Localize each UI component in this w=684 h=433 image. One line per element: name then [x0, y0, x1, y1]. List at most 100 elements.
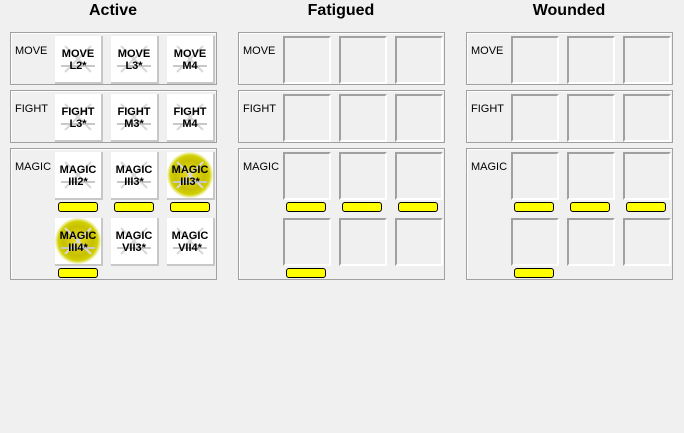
chit-lines	[61, 227, 95, 255]
empty-slot[interactable]	[567, 152, 615, 200]
empty-slot[interactable]	[395, 218, 443, 266]
chit-action: MAGIC	[59, 230, 97, 242]
group-label: FIGHT	[243, 103, 276, 115]
column-title-active: Active	[88, 2, 138, 19]
chit-card[interactable]: FIGHT L3*	[55, 94, 103, 142]
chit-lines	[117, 45, 151, 73]
empty-slot[interactable]	[511, 152, 559, 200]
chit-action: FIGHT	[61, 106, 95, 118]
chit-lines	[117, 103, 151, 131]
chit-card[interactable]: FIGHT M3*	[111, 94, 159, 142]
chit-card[interactable]: MOVE L2*	[55, 36, 103, 84]
empty-slot[interactable]	[339, 218, 387, 266]
chit-action: MOVE	[61, 48, 95, 60]
magic-color-bar	[514, 268, 554, 278]
group-magic: MAGIC	[238, 148, 445, 280]
chit-lines	[61, 103, 95, 131]
group-label: FIGHT	[471, 103, 504, 115]
group-move: MOVE	[10, 32, 217, 85]
empty-slot[interactable]	[283, 36, 331, 84]
empty-slot[interactable]	[623, 36, 671, 84]
empty-slot[interactable]	[511, 36, 559, 84]
magic-color-bar	[58, 202, 98, 212]
magic-color-bar	[514, 202, 554, 212]
chit-lines	[61, 45, 95, 73]
empty-slot[interactable]	[511, 218, 559, 266]
empty-slot[interactable]	[567, 94, 615, 142]
group-magic: MAGIC	[10, 148, 217, 280]
empty-slot[interactable]	[395, 36, 443, 84]
chit-card[interactable]: MOVE M4	[167, 36, 215, 84]
chit-value: L3*	[125, 60, 143, 72]
magic-color-bar	[398, 202, 438, 212]
group-label: MOVE	[471, 45, 504, 57]
empty-slot[interactable]	[511, 94, 559, 142]
chit-action: FIGHT	[117, 106, 151, 118]
empty-slot[interactable]	[395, 152, 443, 200]
chit-lines	[173, 103, 207, 131]
magic-color-bar	[114, 202, 154, 212]
chit-action: MAGIC	[115, 164, 153, 176]
group-label: MAGIC	[471, 161, 508, 173]
chit-card[interactable]: MAGIC III3*	[111, 152, 159, 200]
chit-action: MAGIC	[59, 164, 97, 176]
group-label: MOVE	[243, 45, 276, 57]
chit-action: MAGIC	[171, 230, 209, 242]
chit-card[interactable]: FIGHT M4	[167, 94, 215, 142]
chit-card[interactable]: MOVE L3*	[111, 36, 159, 84]
empty-slot[interactable]	[567, 218, 615, 266]
chit-card[interactable]: MAGIC VII3*	[111, 218, 159, 266]
chit-action: MAGIC	[115, 230, 153, 242]
group-label: MAGIC	[15, 161, 52, 173]
empty-slot[interactable]	[567, 36, 615, 84]
chit-value: M4	[182, 60, 198, 72]
group-move: MOVE	[466, 32, 673, 85]
group-fight: FIGHT	[466, 90, 673, 143]
empty-slot[interactable]	[339, 94, 387, 142]
chit-value: VII3*	[122, 242, 146, 254]
empty-slot[interactable]	[623, 218, 671, 266]
empty-slot[interactable]	[339, 36, 387, 84]
magic-color-bar	[170, 202, 210, 212]
magic-color-bar	[570, 202, 610, 212]
magic-color-bar	[342, 202, 382, 212]
chit-value: M3*	[124, 118, 144, 130]
group-move: MOVE	[238, 32, 445, 85]
group-magic: MAGIC	[466, 148, 673, 280]
magic-color-bar	[286, 268, 326, 278]
empty-slot[interactable]	[283, 152, 331, 200]
chit-value: L2*	[69, 60, 87, 72]
chit-action: MOVE	[117, 48, 151, 60]
chit-value: III2*	[68, 176, 88, 188]
chit-action: MAGIC	[171, 164, 209, 176]
chit-lines	[173, 45, 207, 73]
empty-slot[interactable]	[623, 152, 671, 200]
chit-lines	[117, 227, 151, 255]
magic-color-bar	[626, 202, 666, 212]
empty-slot[interactable]	[395, 94, 443, 142]
empty-slot[interactable]	[283, 94, 331, 142]
chit-lines	[173, 161, 207, 189]
chit-lines	[117, 161, 151, 189]
chit-value: III3*	[124, 176, 144, 188]
chit-value: M4	[182, 118, 198, 130]
magic-color-bar	[58, 268, 98, 278]
chit-action: MOVE	[173, 48, 207, 60]
magic-color-bar	[286, 202, 326, 212]
chit-value: L3*	[69, 118, 87, 130]
column-title-fatigued: Fatigued	[307, 2, 375, 19]
chit-value: III3*	[180, 176, 200, 188]
empty-slot[interactable]	[283, 218, 331, 266]
chit-value: VII4*	[178, 242, 202, 254]
chit-card[interactable]: MAGIC III2*	[55, 152, 103, 200]
chit-card[interactable]: MAGIC III3*	[167, 152, 215, 200]
group-fight: FIGHT	[10, 90, 217, 143]
chit-lines	[173, 227, 207, 255]
group-label: MOVE	[15, 45, 48, 57]
column-title-wounded: Wounded	[532, 2, 606, 19]
chit-card[interactable]: MAGIC III4*	[55, 218, 103, 266]
empty-slot[interactable]	[339, 152, 387, 200]
empty-slot[interactable]	[623, 94, 671, 142]
chit-value: III4*	[68, 242, 88, 254]
chit-card[interactable]: MAGIC VII4*	[167, 218, 215, 266]
